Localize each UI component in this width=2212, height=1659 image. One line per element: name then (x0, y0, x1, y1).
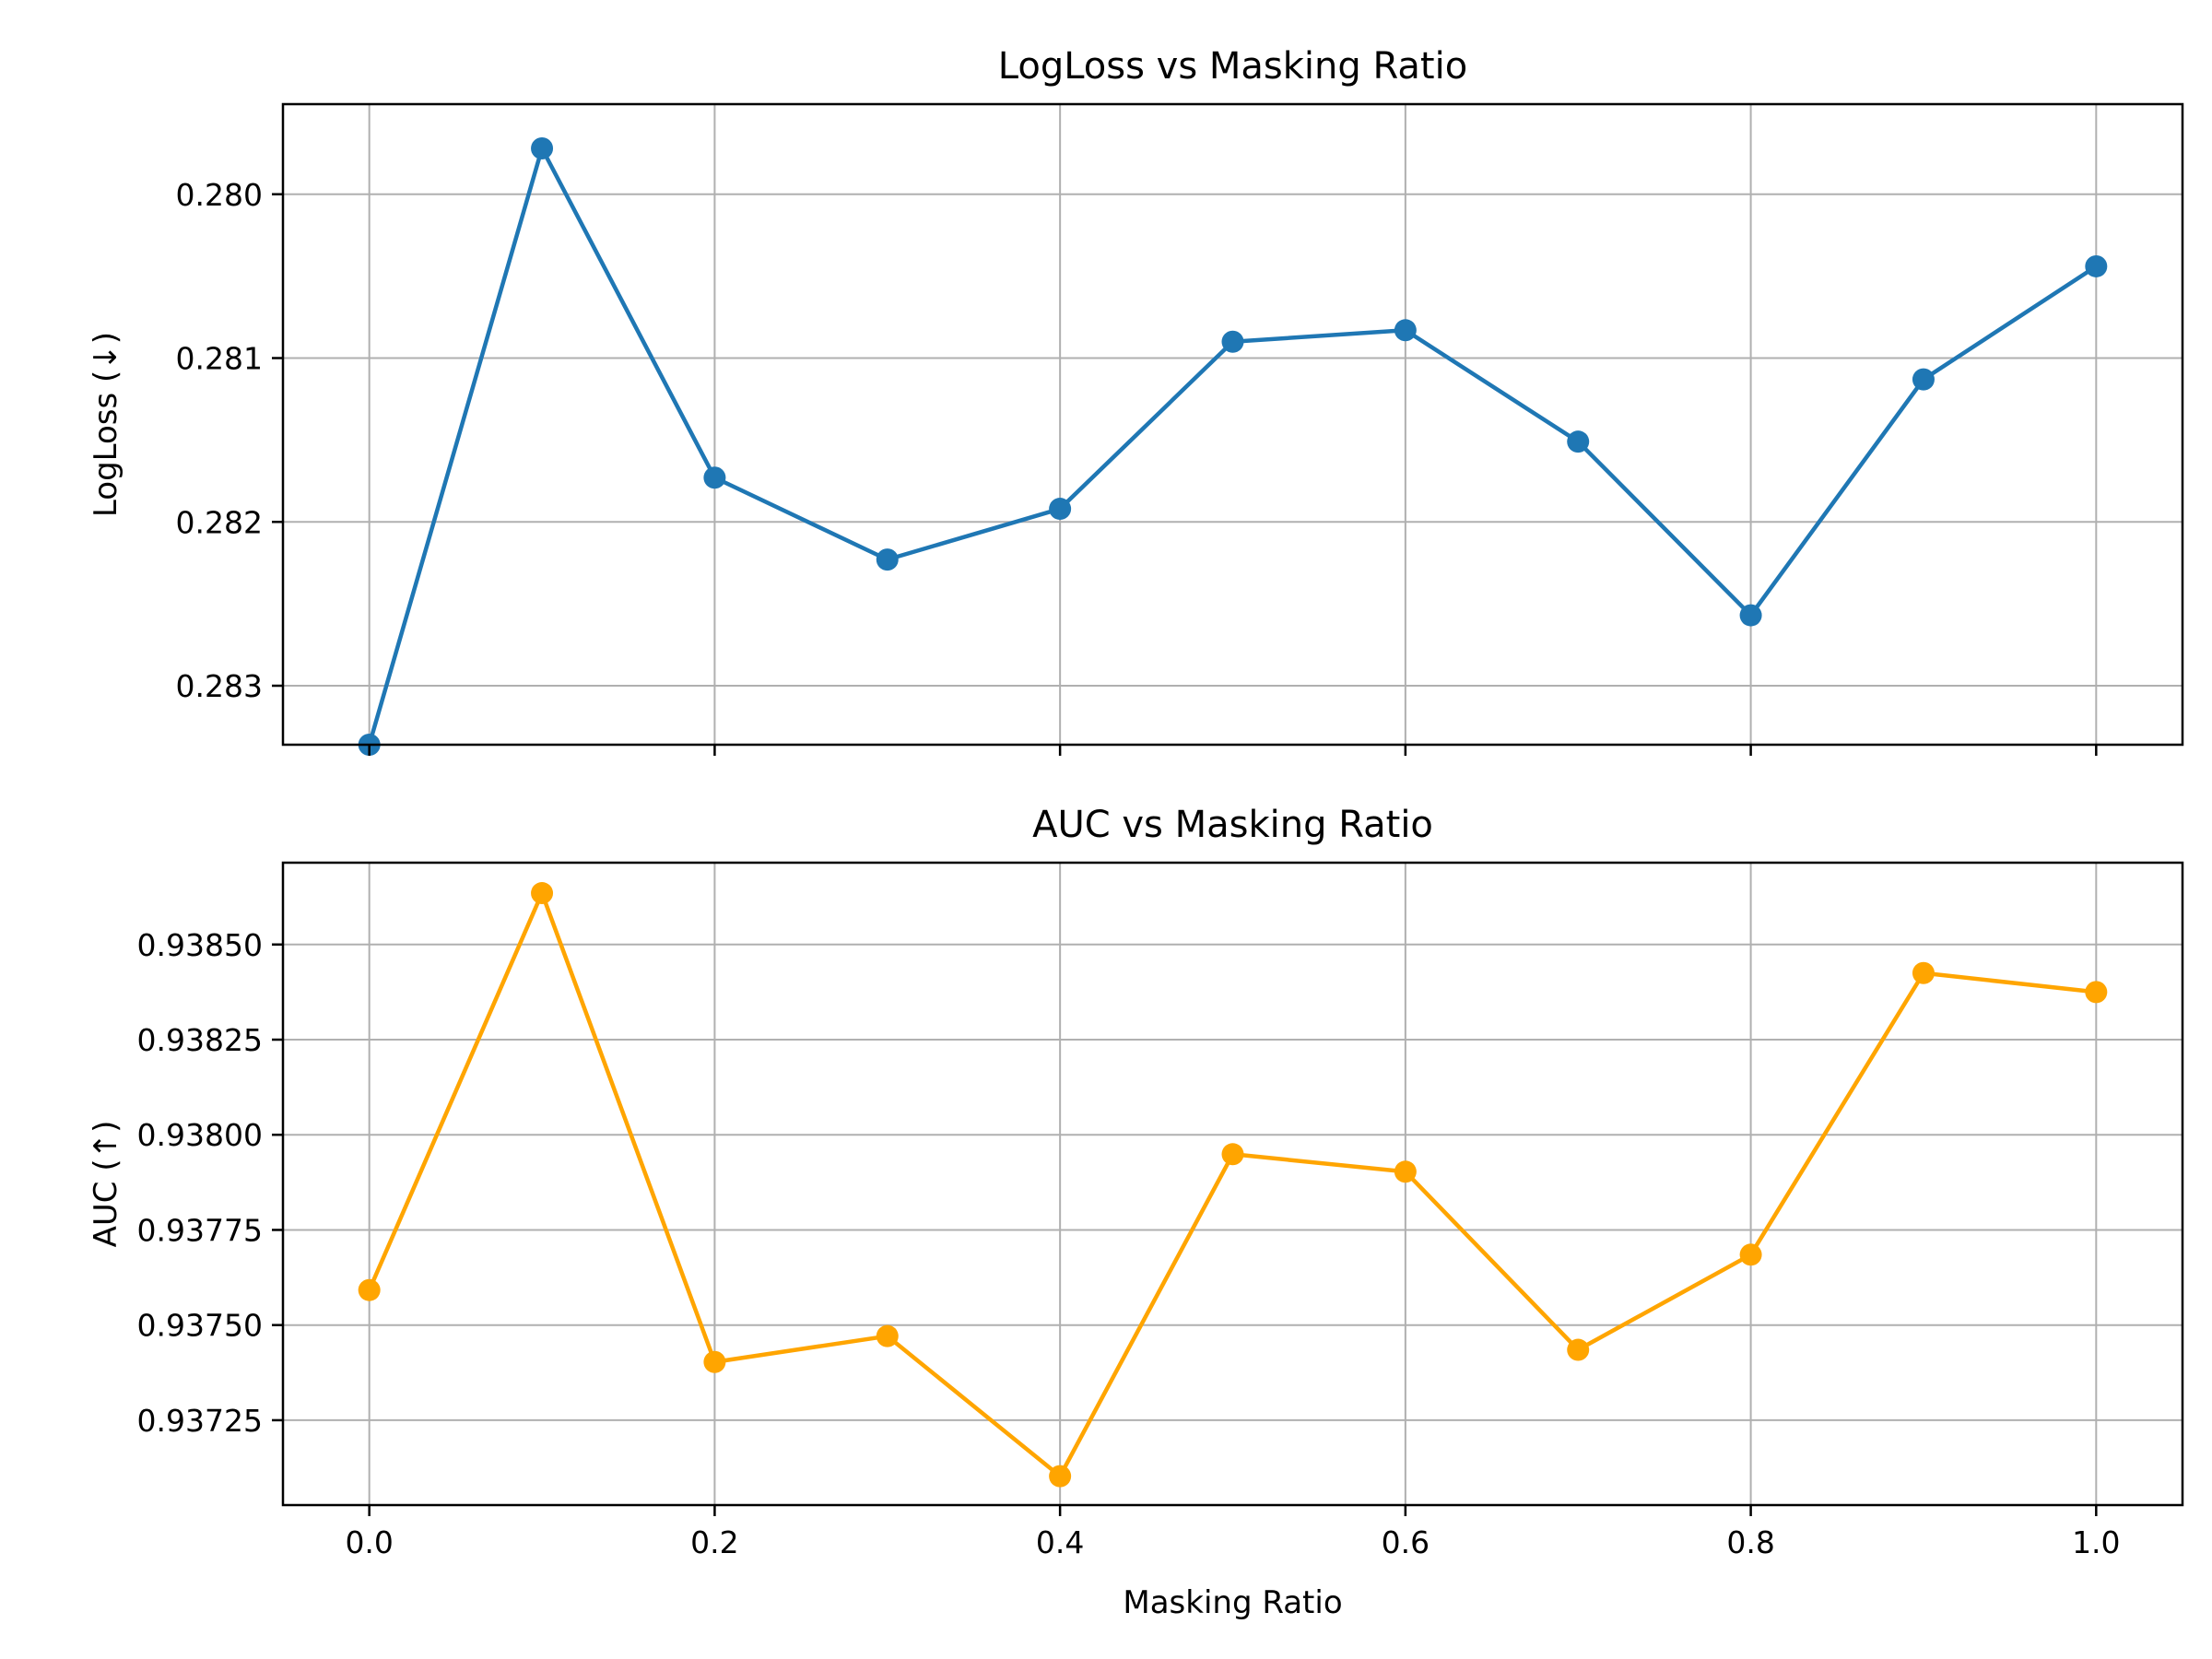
panel-1-data-point (876, 1324, 899, 1347)
logloss-panel: 0.280 0.281 0.282 0.283 LogLoss vs Masking R… (88, 45, 2184, 756)
panel-1-data-point (1394, 1160, 1417, 1183)
panel-1-y-tick-label: 0.93825 (137, 1022, 263, 1058)
panel-1-data-point (358, 1278, 381, 1301)
panel-0-data-point (876, 548, 899, 571)
panel-1-data-point (1912, 961, 1935, 984)
panel-0-y-axis-label: LogLoss (↓) (88, 332, 124, 517)
panel-1-data-point (1739, 1243, 1762, 1266)
panel-0-plot-frame (281, 102, 2184, 747)
panel-0-y-tick-label: 0.281 (176, 341, 263, 377)
panel-1-y-tick-label: 0.93850 (137, 927, 263, 963)
panel-0-data-point (1394, 319, 1417, 342)
panel-1-x-tick-label: 0.2 (690, 1524, 738, 1560)
panel-1-x-axis-label: Masking Ratio (1123, 1584, 1342, 1621)
panel-0-data-point (531, 136, 554, 159)
panel-1-title: AUC vs Masking Ratio (1032, 804, 1433, 846)
panel-1-data-point (1049, 1465, 1072, 1488)
panel-0-series-line (367, 146, 2098, 746)
auc-panel: 0.0 0.2 0.4 0.6 0.8 1.0 0.93725 0.93750 0.93775 0… (88, 804, 2184, 1621)
panel-1-y-tick-label: 0.93725 (137, 1403, 263, 1439)
panel-0-y-tick-label: 0.283 (176, 668, 263, 704)
panel-1-data-point (1567, 1338, 1590, 1361)
panel-1-y-axis-label: AUC (↑) (88, 1121, 124, 1248)
panel-0-data-point (2085, 254, 2108, 277)
panel-1-y-tick-label: 0.93775 (137, 1212, 263, 1248)
panel-1-x-tick-label: 0.8 (1726, 1524, 1774, 1560)
panel-1-data-point (703, 1350, 726, 1373)
panel-0-y-tick-label: 0.280 (176, 177, 263, 213)
panel-1-x-tick-label: 1.0 (2072, 1524, 2120, 1560)
panel-1-data-point (531, 882, 554, 905)
panel-0-data-point (1049, 498, 1072, 521)
panel-1-y-tick-label: 0.93750 (137, 1308, 263, 1344)
panel-0-title: LogLoss vs Masking Ratio (998, 45, 1467, 88)
panel-0-data-point (703, 466, 726, 489)
panel-1-y-tick-label: 0.93800 (137, 1117, 263, 1153)
panel-1-series-line (367, 890, 2097, 1478)
panel-1-x-tick-label: 0.6 (1382, 1524, 1430, 1560)
panel-0-data-point (1912, 368, 1935, 391)
panel-0-data-point (1221, 330, 1244, 353)
panel-1-data-point (1221, 1143, 1244, 1166)
panel-0-data-point (1739, 604, 1762, 627)
panel-1-plot-frame (281, 861, 2184, 1507)
panel-1-x-tick-label: 0.0 (345, 1524, 393, 1560)
panel-0-data-point (1567, 430, 1590, 453)
panel-0-y-tick-label: 0.282 (176, 504, 263, 540)
panel-1-x-tick-label: 0.4 (1036, 1524, 1084, 1560)
panel-1-data-point (2085, 981, 2108, 1004)
